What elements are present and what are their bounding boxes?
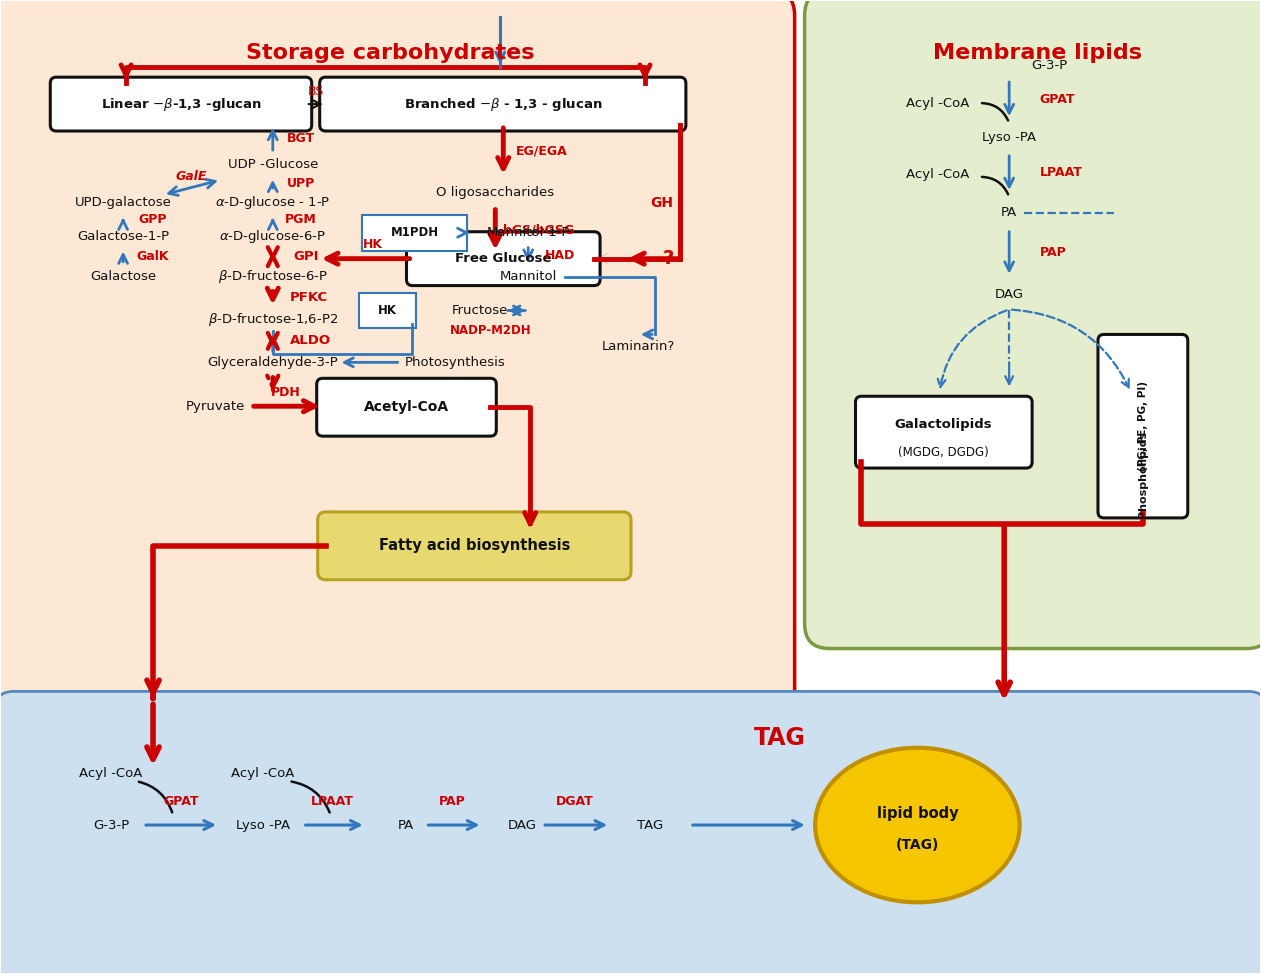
- Text: GPAT: GPAT: [163, 795, 199, 807]
- FancyBboxPatch shape: [320, 77, 686, 131]
- Text: Free Glucose: Free Glucose: [455, 252, 551, 265]
- Text: G-3-P: G-3-P: [1031, 58, 1067, 72]
- FancyBboxPatch shape: [358, 292, 416, 328]
- Text: DAG: DAG: [508, 818, 537, 832]
- Text: Branched $-\beta$ - 1,3 - glucan: Branched $-\beta$ - 1,3 - glucan: [404, 95, 603, 113]
- Text: (MGDG, DGDG): (MGDG, DGDG): [898, 445, 989, 459]
- Text: LPAAT: LPAAT: [311, 795, 354, 807]
- Text: DAG: DAG: [995, 288, 1024, 301]
- Text: GalK: GalK: [136, 250, 169, 263]
- FancyBboxPatch shape: [317, 378, 497, 436]
- Text: Laminarin?: Laminarin?: [601, 340, 675, 353]
- Text: PFKC: PFKC: [290, 291, 328, 304]
- Text: (PC, PE, PG, PI): (PC, PE, PG, PI): [1137, 381, 1148, 471]
- FancyBboxPatch shape: [0, 692, 1261, 974]
- Text: DGAT: DGAT: [556, 795, 594, 807]
- FancyBboxPatch shape: [362, 215, 468, 250]
- Text: $\alpha$-D-glucose-6-P: $\alpha$-D-glucose-6-P: [219, 228, 327, 245]
- Text: GPP: GPP: [139, 213, 168, 226]
- Text: GH: GH: [651, 196, 673, 209]
- Text: PA: PA: [1001, 206, 1018, 219]
- Text: GPAT: GPAT: [1039, 93, 1074, 105]
- FancyBboxPatch shape: [1098, 334, 1188, 518]
- Text: ALDO: ALDO: [290, 334, 332, 347]
- Text: Mannitol-1-P: Mannitol-1-P: [487, 226, 570, 240]
- Text: PAP: PAP: [439, 795, 465, 807]
- Text: Acyl -CoA: Acyl -CoA: [79, 767, 142, 779]
- Text: M1PDH: M1PDH: [391, 226, 439, 240]
- Text: Acyl -CoA: Acyl -CoA: [905, 96, 968, 110]
- Ellipse shape: [815, 748, 1020, 902]
- Text: TAG: TAG: [637, 818, 663, 832]
- Text: lipid body: lipid body: [876, 805, 958, 820]
- Text: Acyl -CoA: Acyl -CoA: [231, 767, 295, 779]
- Text: Linear $-\beta$-1,3 -glucan: Linear $-\beta$-1,3 -glucan: [101, 95, 261, 113]
- Text: Glyceraldehyde-3-P: Glyceraldehyde-3-P: [207, 356, 338, 369]
- Text: BGT: BGT: [286, 132, 315, 145]
- Text: GPI: GPI: [293, 250, 319, 263]
- Text: O ligosaccharides: O ligosaccharides: [436, 186, 555, 200]
- Text: Acetyl-CoA: Acetyl-CoA: [364, 400, 449, 414]
- Text: PAP: PAP: [1039, 246, 1067, 259]
- Text: GalE: GalE: [175, 170, 207, 183]
- Text: TAG: TAG: [754, 727, 806, 750]
- Text: LPAAT: LPAAT: [1039, 167, 1082, 179]
- Text: HAD: HAD: [545, 249, 575, 262]
- Text: HK: HK: [363, 239, 382, 251]
- Text: UPD-galactose: UPD-galactose: [74, 197, 171, 209]
- Text: EG/EGA: EG/EGA: [516, 144, 567, 158]
- Text: Photosynthesis: Photosynthesis: [405, 356, 506, 369]
- FancyBboxPatch shape: [406, 232, 600, 285]
- Text: Mannitol: Mannitol: [499, 270, 557, 283]
- Text: Acyl -CoA: Acyl -CoA: [905, 169, 968, 181]
- Text: UDP -Glucose: UDP -Glucose: [227, 159, 318, 171]
- Text: Lyso -PA: Lyso -PA: [982, 131, 1037, 143]
- Text: PA: PA: [397, 818, 414, 832]
- FancyBboxPatch shape: [318, 512, 630, 580]
- Text: Pyruvate: Pyruvate: [187, 399, 246, 413]
- Text: $\beta$-D-fructose-6-P: $\beta$-D-fructose-6-P: [218, 268, 328, 285]
- Text: Galactolipids: Galactolipids: [894, 418, 992, 431]
- Text: PDH: PDH: [271, 386, 300, 398]
- Text: BS: BS: [308, 85, 324, 97]
- Text: HK: HK: [378, 304, 397, 317]
- Text: Fructose: Fructose: [453, 304, 508, 317]
- Text: $\alpha$-D-glucose - 1-P: $\alpha$-D-glucose - 1-P: [216, 194, 330, 211]
- Text: Phospholipids: Phospholipids: [1137, 431, 1148, 517]
- Text: UPP: UPP: [286, 177, 315, 190]
- Text: Galactose: Galactose: [90, 270, 156, 283]
- Text: Lyso -PA: Lyso -PA: [236, 818, 290, 832]
- Text: NADP-M2DH: NADP-M2DH: [449, 324, 531, 337]
- FancyBboxPatch shape: [855, 396, 1031, 468]
- Text: $\beta$-D-fructose-1,6-P2: $\beta$-D-fructose-1,6-P2: [208, 311, 338, 328]
- Text: Fatty acid biosynthesis: Fatty acid biosynthesis: [378, 539, 570, 553]
- Text: Storage carbohydrates: Storage carbohydrates: [246, 43, 535, 63]
- Text: (TAG): (TAG): [895, 838, 939, 852]
- Text: G-3-P: G-3-P: [93, 818, 130, 832]
- Text: Membrane lipids: Membrane lipids: [933, 43, 1141, 63]
- Text: bGS/bGSG: bGS/bGSG: [503, 223, 574, 237]
- FancyBboxPatch shape: [805, 0, 1261, 649]
- FancyBboxPatch shape: [0, 0, 794, 727]
- Text: PGM: PGM: [285, 213, 317, 226]
- Text: ?: ?: [662, 249, 673, 268]
- FancyBboxPatch shape: [50, 77, 311, 131]
- Text: Galactose-1-P: Galactose-1-P: [77, 230, 169, 244]
